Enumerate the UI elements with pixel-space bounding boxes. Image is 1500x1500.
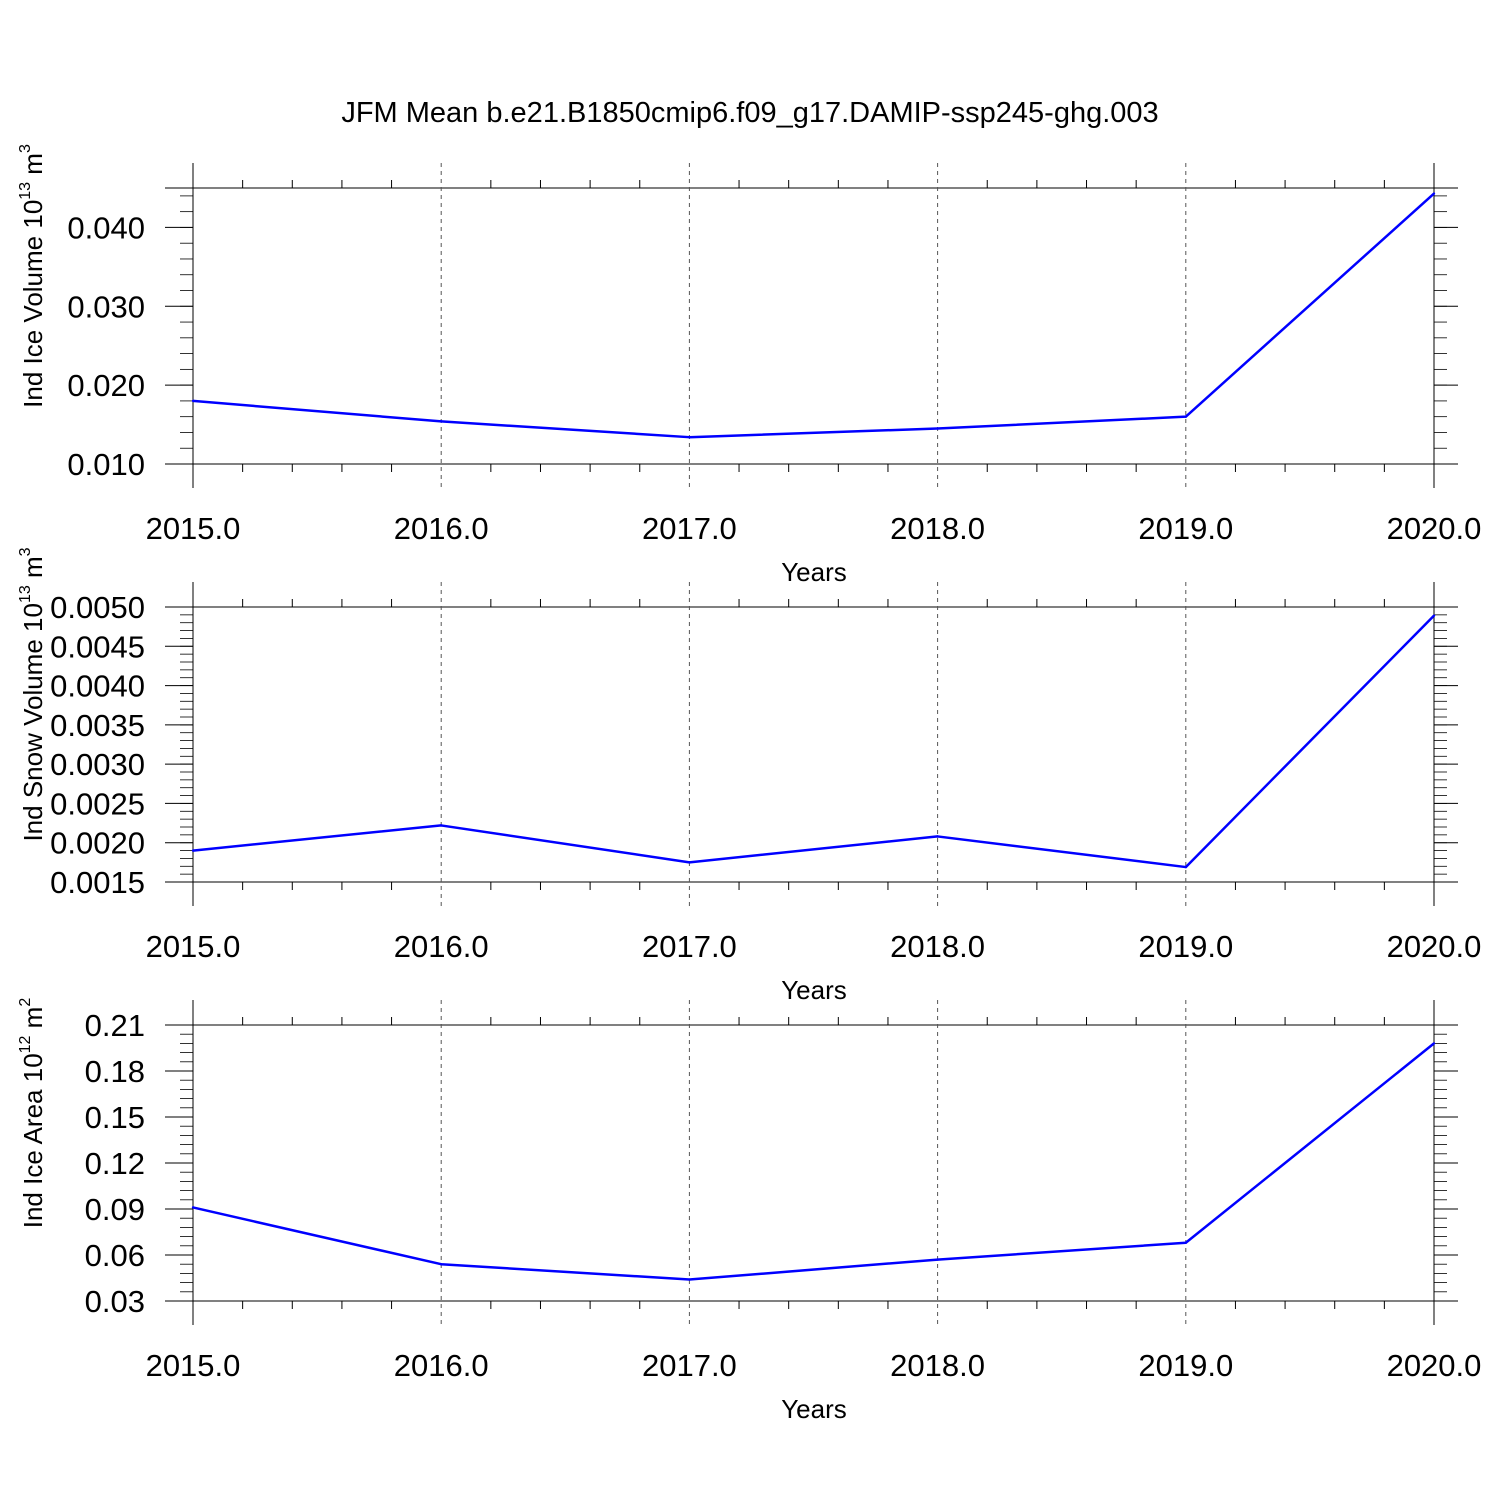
x-tick-label: 2016.0	[394, 929, 489, 964]
series-line	[192, 1042, 1435, 1281]
y-tick-label: 0.0035	[50, 708, 145, 743]
data-point	[191, 849, 195, 852]
y-tick-label: 0.0050	[50, 590, 145, 625]
y-axis-label: Ind Snow Volume 1013 m3	[17, 547, 48, 841]
x-axis-label: Years	[781, 975, 847, 1005]
y-tick-label: 0.03	[85, 1284, 145, 1319]
y-tick-label: 0.0020	[50, 826, 145, 861]
x-tick-label: 2017.0	[642, 1348, 737, 1383]
data-point	[688, 861, 691, 864]
x-tick-label: 2015.0	[146, 1348, 241, 1383]
data-point	[936, 1258, 939, 1261]
y-tick-label: 0.18	[85, 1054, 145, 1089]
x-tick-label: 2018.0	[890, 929, 985, 964]
y-tick-label: 0.0040	[50, 669, 145, 704]
y-tick-label: 0.21	[85, 1008, 145, 1043]
series-line	[192, 614, 1435, 869]
data-point	[1184, 865, 1188, 869]
y-tick-label: 0.0025	[50, 786, 145, 821]
data-point	[936, 427, 939, 430]
x-tick-label: 2015.0	[146, 929, 241, 964]
data-point	[440, 1263, 443, 1266]
x-tick-label: 2017.0	[642, 929, 737, 964]
chart-panel-2: 2015.0 2016.0 2017.0 2018.0 2019.0 2020.0 0.00…	[17, 547, 1481, 1005]
x-axis-label: Years	[781, 1394, 847, 1424]
chart-panel-3: 2015.0 2016.0 2017.0 2018.0 2019.0 2020.0 0.03…	[17, 998, 1481, 1424]
data-point	[688, 1278, 691, 1281]
data-point	[191, 399, 195, 403]
data-point	[936, 835, 939, 838]
data-point	[1432, 1042, 1436, 1045]
x-tick-label: 2016.0	[394, 511, 489, 546]
x-tick-label: 2016.0	[394, 1348, 489, 1383]
y-tick-label: 0.0045	[50, 629, 145, 664]
x-tick-label: 2019.0	[1138, 1348, 1233, 1383]
x-axis-label: Years	[781, 557, 847, 587]
y-tick-label: 0.12	[85, 1146, 145, 1181]
x-tick-label: 2020.0	[1387, 929, 1482, 964]
x-tick-label: 2017.0	[642, 511, 737, 546]
y-axis-label: Ind Ice Volume 1013 m3	[17, 144, 48, 408]
data-point	[1432, 192, 1436, 195]
x-tick-label: 2018.0	[890, 1348, 985, 1383]
y-tick-label: 0.020	[67, 368, 145, 403]
y-tick-label: 0.09	[85, 1192, 145, 1227]
data-point	[440, 420, 443, 423]
data-point	[440, 824, 443, 827]
data-point	[1184, 415, 1188, 418]
series-line	[192, 192, 1435, 439]
x-tick-label: 2019.0	[1138, 929, 1233, 964]
y-tick-label: 0.010	[67, 447, 145, 482]
figure-title: JFM Mean b.e21.B1850cmip6.f09_g17.DAMIP-…	[341, 97, 1159, 129]
data-point	[1432, 614, 1436, 617]
chart-panel-1: 2015.0 2016.0 2017.0 2018.0 2019.0 2020.0 0.01…	[17, 144, 1481, 587]
x-tick-label: 2020.0	[1387, 511, 1482, 546]
data-point	[688, 435, 691, 439]
y-axis-label: Ind Ice Area 1012 m2	[17, 998, 48, 1229]
x-tick-label: 2020.0	[1387, 1348, 1482, 1383]
y-tick-label: 0.06	[85, 1238, 145, 1273]
y-tick-label: 0.030	[67, 289, 145, 324]
x-tick-label: 2018.0	[890, 511, 985, 546]
y-tick-label: 0.0030	[50, 747, 145, 782]
y-tick-label: 0.0015	[50, 865, 145, 900]
x-tick-label: 2019.0	[1138, 511, 1233, 546]
data-point	[191, 1206, 195, 1209]
y-tick-label: 0.040	[67, 210, 145, 245]
x-tick-label: 2015.0	[146, 511, 241, 546]
data-point	[1184, 1241, 1188, 1244]
y-tick-label: 0.15	[85, 1100, 145, 1135]
